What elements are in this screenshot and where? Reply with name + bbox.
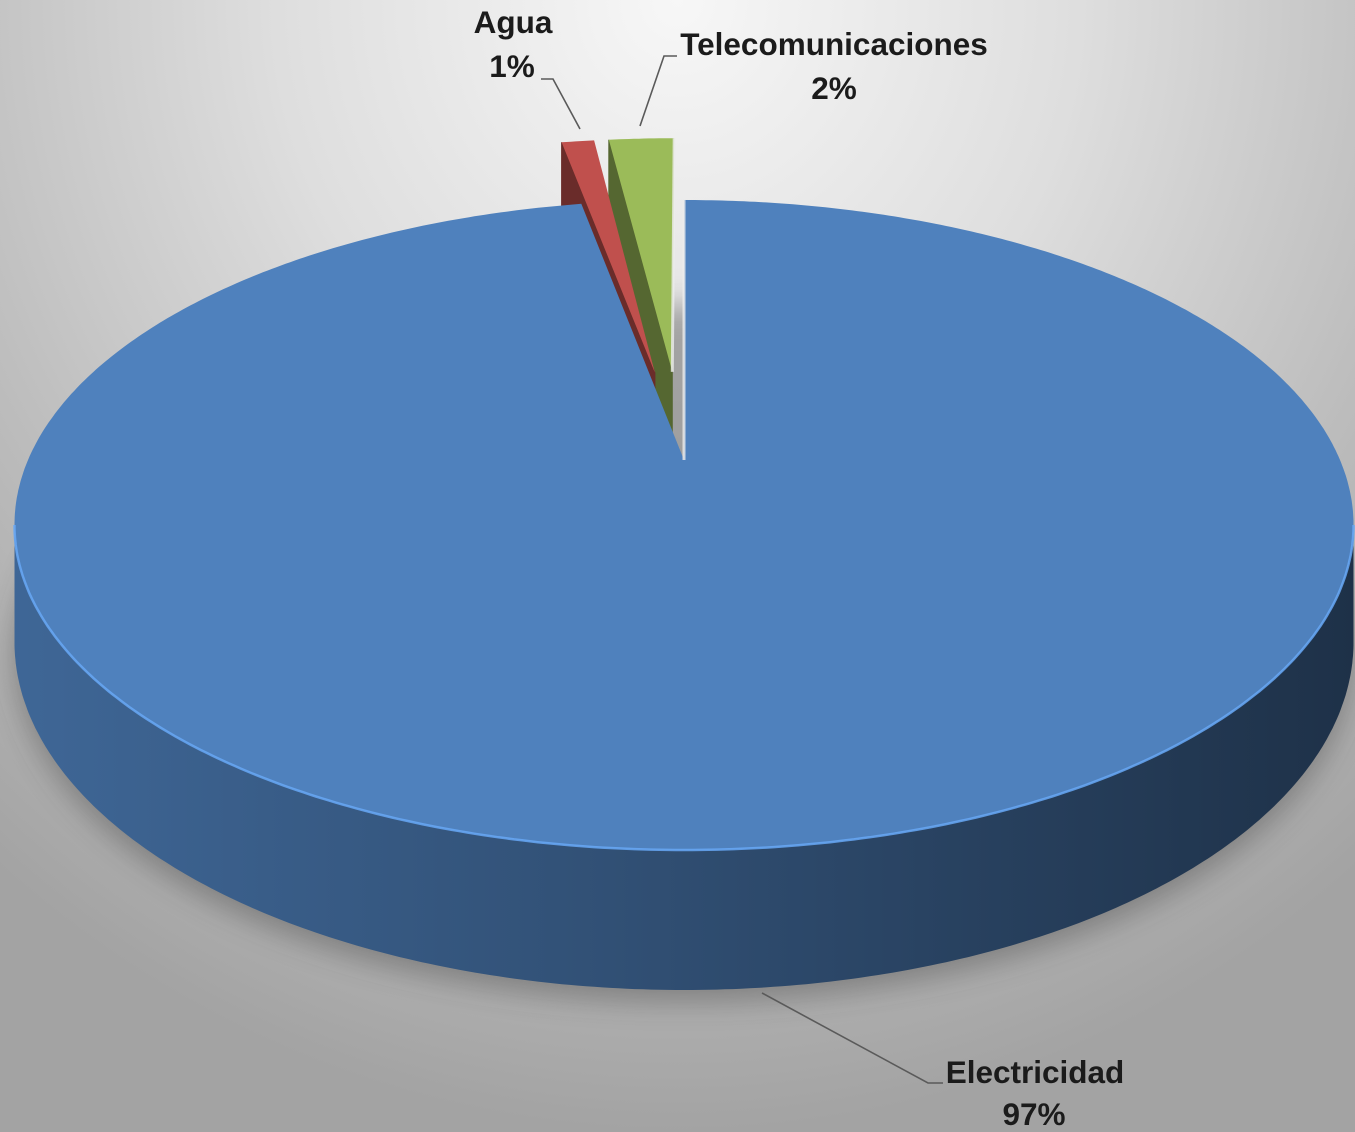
slice-value-telecomunicaciones: 2% [811, 70, 857, 106]
slice-label-electricidad: Electricidad [946, 1054, 1125, 1090]
pie-slice-electricidad-top [14, 200, 1354, 850]
pie-slice-telecomunicaciones-top [608, 138, 675, 372]
pie-slice-agua-top [561, 140, 655, 373]
leader-line-electricidad [761, 992, 943, 1084]
leader-line-telecomunicaciones [639, 55, 677, 127]
leader-line-agua [541, 78, 581, 130]
slice-label-telecomunicaciones: Telecomunicaciones [680, 26, 988, 62]
pie-slice-electricidad-rim [13, 525, 1355, 852]
slice-value-agua: 1% [489, 48, 535, 84]
pie-slice-electricidad-side [14, 525, 1354, 990]
pie-slice-electricidad [13, 200, 1355, 990]
pie-slice-telecomunicaciones-end-edge [670, 138, 676, 372]
slice-label-agua: Agua [474, 4, 553, 40]
data-labels: Agua 1% Telecomunicaciones 2% Electricid… [474, 4, 1125, 1132]
slice-value-electricidad: 97% [1002, 1096, 1065, 1132]
pie-slices [13, 138, 1355, 1002]
